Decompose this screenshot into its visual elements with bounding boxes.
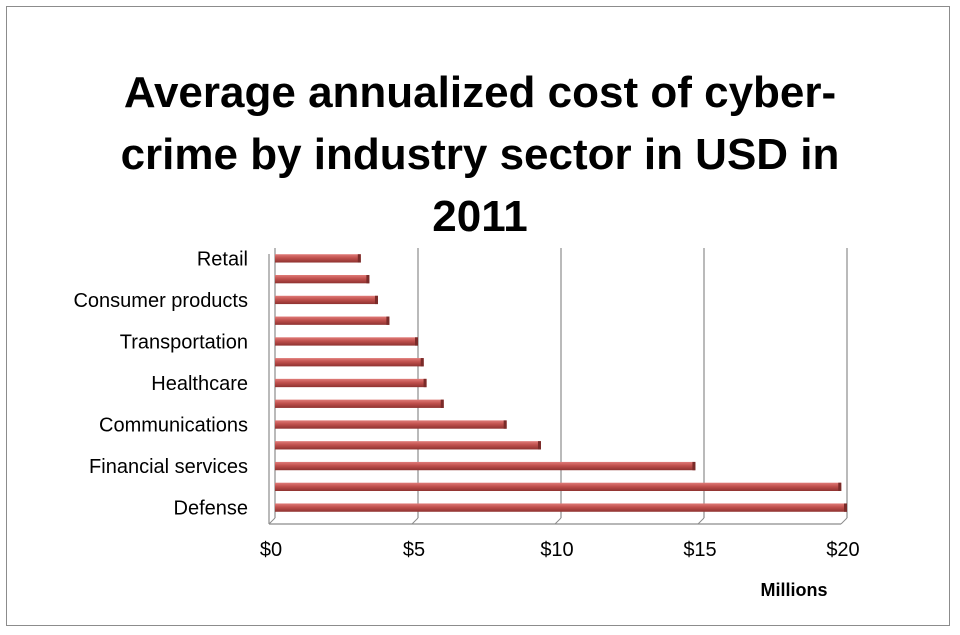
bar-end xyxy=(366,275,370,284)
gridline-depth xyxy=(554,517,562,525)
category-labels: Defense Financial services Communications H… xyxy=(73,248,248,519)
chart-title-line-3: 2011 xyxy=(432,192,528,241)
bar-end xyxy=(503,420,507,429)
category-label: Defense xyxy=(174,498,249,520)
bar xyxy=(275,441,541,450)
bar-end xyxy=(838,482,842,491)
chart-title-line-2: crime by industry sector in USD in xyxy=(120,130,840,179)
bar-end xyxy=(357,254,361,263)
bar xyxy=(275,337,418,346)
gridline-depth xyxy=(268,517,276,525)
bar xyxy=(275,420,507,429)
category-label: Communications xyxy=(99,415,248,437)
x-axis-title: Millions xyxy=(761,580,828,600)
bar-end xyxy=(420,358,424,367)
x-tick-label: $5 xyxy=(403,539,425,561)
gridline-depth xyxy=(697,517,705,525)
bar xyxy=(275,275,370,284)
bar-end xyxy=(844,503,847,512)
x-tick-label: $10 xyxy=(540,539,573,561)
gridline-depth xyxy=(411,517,419,525)
bar xyxy=(275,378,427,388)
category-label: Consumer products xyxy=(73,290,248,312)
bar xyxy=(275,503,847,512)
bar-end xyxy=(415,337,418,346)
category-label: Financial services xyxy=(89,456,248,478)
chart-title-line-1: Average annualized cost of cyber- xyxy=(123,68,837,117)
x-tick-label: $20 xyxy=(826,539,859,561)
chart-title: Average annualized cost of cyber- crime … xyxy=(0,62,960,248)
bar xyxy=(275,295,378,305)
x-tick-label: $0 xyxy=(260,539,282,561)
bar xyxy=(275,461,696,471)
gridline-depth xyxy=(840,517,848,525)
bar xyxy=(275,316,390,325)
bar-end xyxy=(440,399,444,408)
bar-end xyxy=(692,461,696,471)
bars xyxy=(275,254,847,512)
bar xyxy=(275,399,444,408)
bar xyxy=(275,482,842,491)
category-label: Transportation xyxy=(120,331,248,353)
x-axis-tick-labels: $0 $5 $10 $15 $20 xyxy=(260,539,860,561)
chart-frame xyxy=(6,6,950,626)
bar-end xyxy=(537,441,541,450)
bar xyxy=(275,358,424,367)
category-label: Retail xyxy=(197,248,248,270)
bar-end xyxy=(374,295,378,305)
x-tick-label: $15 xyxy=(683,539,716,561)
bar-end xyxy=(386,316,390,325)
bar-end xyxy=(423,378,427,388)
bar xyxy=(275,254,361,263)
category-label: Healthcare xyxy=(151,373,248,395)
